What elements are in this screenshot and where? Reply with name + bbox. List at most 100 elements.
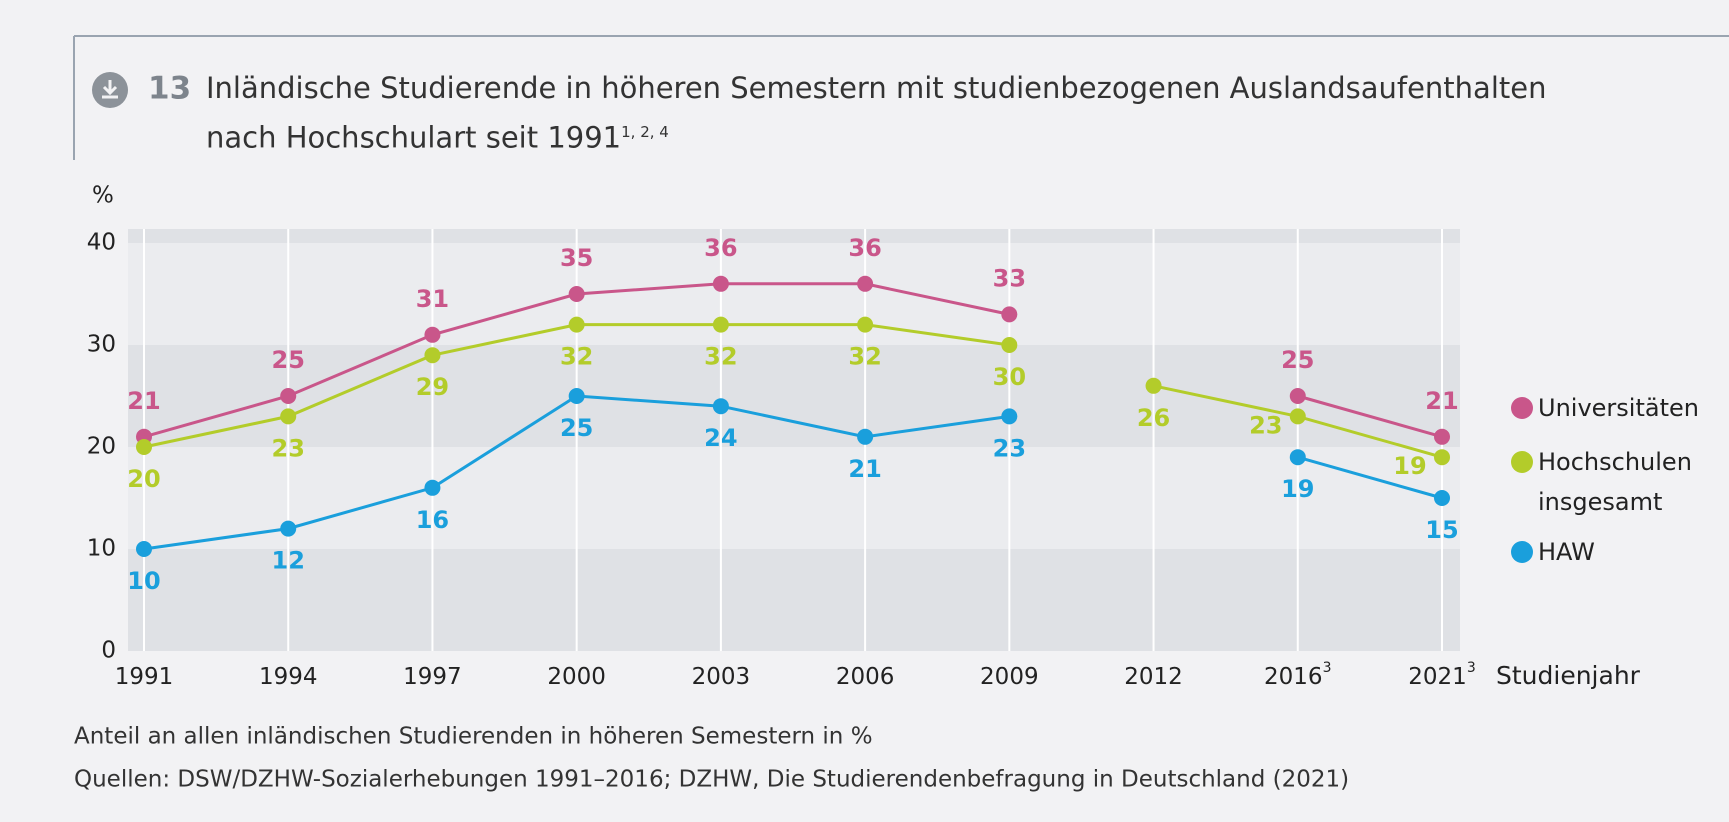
data-point: [424, 479, 441, 496]
x-tick-text: 2012: [1124, 664, 1183, 690]
data-point: [1434, 428, 1450, 445]
plot-band: [128, 229, 1460, 243]
x-tick-label: 20163: [1264, 660, 1331, 690]
legend-marker: [1511, 397, 1533, 419]
plot-band: [128, 447, 1460, 549]
data-label: 19: [1393, 452, 1426, 480]
legend-marker: [1511, 541, 1533, 563]
plot-band: [128, 345, 1460, 447]
data-label: 23: [272, 434, 305, 462]
data-label: 35: [560, 244, 593, 272]
data-label: 33: [993, 264, 1026, 292]
x-tick-label: 1994: [259, 664, 318, 690]
data-label: 29: [416, 373, 449, 401]
data-point: [1434, 490, 1450, 506]
y-tick-label: 10: [87, 536, 116, 562]
data-label: 21: [848, 455, 881, 483]
data-point: [712, 398, 729, 415]
legend-label: HAW: [1538, 538, 1595, 566]
data-label: 36: [704, 234, 737, 262]
series-line: [1297, 455, 1443, 500]
x-tick-text: 2003: [692, 664, 751, 690]
download-glyph: [102, 80, 118, 99]
x-tick-text: 2009: [980, 664, 1039, 690]
data-label: 25: [1281, 346, 1314, 374]
x-tick-text: 1994: [259, 664, 318, 690]
data-point: [857, 275, 874, 292]
x-axis-label: Studienjahr: [1496, 661, 1641, 690]
x-tick-text: 2021: [1408, 664, 1467, 690]
data-point: [1145, 377, 1162, 394]
x-tick-text: 2006: [836, 664, 895, 690]
data-label: 31: [416, 285, 449, 313]
plot-band: [128, 549, 1460, 651]
data-point: [712, 316, 729, 333]
data-label: 21: [127, 387, 160, 415]
y-axis-label: %: [92, 183, 114, 209]
data-label: 15: [1425, 516, 1458, 544]
chart-title: Inländische Studierende in höheren Semes…: [206, 71, 1547, 155]
title-wrap: Inländische Studierende in höheren Semes…: [206, 70, 1586, 160]
figure-number: 13: [148, 71, 191, 107]
data-label: 23: [993, 434, 1026, 462]
x-tick-label: 2006: [836, 664, 895, 690]
x-tick-text: 2016: [1264, 664, 1323, 690]
legend-label: Hochschulen insgesamt: [1538, 448, 1692, 516]
data-point: [568, 316, 585, 333]
data-point: [136, 541, 152, 557]
title-superscript: 1, 2, 4: [621, 123, 669, 141]
x-tick-superscript: 3: [1467, 660, 1476, 676]
data-label: 36: [848, 234, 881, 262]
data-point: [136, 439, 152, 455]
x-tick-label: 1991: [115, 664, 174, 690]
x-tick-text: 1997: [403, 664, 462, 690]
data-label: 12: [272, 547, 305, 575]
legend-marker: [1511, 451, 1533, 473]
data-point: [568, 286, 585, 302]
note: Anteil an allen inländischen Studierende…: [74, 724, 873, 750]
data-point: [712, 275, 729, 292]
y-tick-label: 20: [87, 434, 116, 460]
data-label: 30: [993, 363, 1026, 391]
data-point: [1289, 408, 1306, 425]
data-point: [1001, 337, 1018, 353]
data-label: 10: [127, 567, 160, 595]
x-tick-label: 2003: [692, 664, 751, 690]
data-label: 32: [704, 343, 737, 371]
x-tick-label: 2009: [980, 664, 1039, 690]
x-tick-label: 1997: [403, 664, 462, 690]
data-label: 25: [272, 346, 305, 374]
data-point: [280, 388, 297, 404]
data-point: [1434, 449, 1450, 466]
series-line: [1297, 394, 1443, 439]
title-box: Inländische Studierende in höheren Semes…: [206, 70, 1586, 160]
data-point: [1289, 388, 1306, 404]
y-tick-label: 0: [101, 638, 116, 664]
x-tick-label: 2012: [1124, 664, 1183, 690]
data-label: 32: [848, 343, 881, 371]
data-point: [280, 408, 297, 425]
data-point: [568, 388, 585, 404]
data-point: [424, 347, 441, 364]
data-label: 32: [560, 343, 593, 371]
x-tick-label: 2000: [547, 664, 606, 690]
legend-label: Universitäten: [1538, 394, 1699, 422]
data-label: 26: [1137, 404, 1170, 432]
data-label: 23: [1249, 411, 1282, 439]
data-label: 24: [704, 424, 737, 452]
y-tick-label: 30: [87, 332, 116, 358]
data-label: 25: [560, 414, 593, 442]
x-tick-superscript: 3: [1323, 660, 1332, 676]
x-tick-text: 1991: [115, 664, 174, 690]
data-point: [280, 520, 297, 537]
data-point: [1001, 306, 1018, 323]
y-tick-label: 40: [87, 230, 116, 256]
data-point: [857, 428, 874, 445]
data-label: 21: [1425, 387, 1458, 415]
data-point: [857, 316, 874, 333]
data-point: [424, 326, 441, 343]
x-tick-label: 20213: [1408, 660, 1475, 690]
data-label: 19: [1281, 475, 1314, 503]
